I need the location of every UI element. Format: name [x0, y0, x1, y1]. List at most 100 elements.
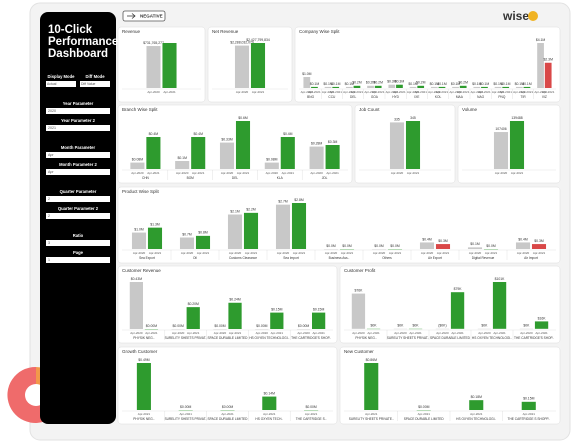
series-label: Apr-2020: [172, 331, 185, 335]
bar: [324, 86, 332, 88]
series-label: Apr-2020: [449, 90, 462, 94]
series-label: Apr-2021: [341, 251, 354, 255]
bar: [481, 86, 488, 88]
series-label: Apr-2020: [301, 90, 314, 94]
bar: [309, 146, 324, 169]
category-label: THE CARTRIDGE'S SHOP..: [514, 336, 554, 340]
bar: [452, 86, 459, 88]
control-input[interactable]: 3: [46, 240, 110, 246]
series-label: Apr-2020: [394, 331, 407, 335]
value-label: $0.1M: [480, 82, 490, 86]
control-input[interactable]: 1: [46, 257, 110, 263]
series-label: Apr-2020: [325, 251, 338, 255]
bar: [521, 401, 536, 410]
category-label: NAG: [477, 95, 484, 99]
value-label: $79K: [454, 287, 463, 291]
logo-icon: [528, 11, 538, 21]
control: Quarter Parameter 2 2: [46, 206, 110, 219]
value-label: $0.00M: [222, 405, 233, 409]
series-label: Apr-2020: [373, 251, 386, 255]
value-label: $0.1M: [310, 82, 320, 86]
category-label: PHYSIK NEG..: [133, 417, 154, 421]
series-label: Apr-2021: [252, 90, 265, 94]
bar: [438, 86, 446, 88]
bar: [374, 85, 382, 88]
value-label: $0.1M: [451, 82, 461, 86]
series-label: Apr-2021: [500, 90, 513, 94]
series-label: Apr-2021: [367, 331, 380, 335]
value-label: $0.4M: [518, 237, 528, 241]
control-input[interactable]: 2: [46, 213, 110, 219]
panel: [354, 104, 456, 184]
mode-select[interactable]: Diff Value: [80, 81, 110, 87]
series-label: Apr-2021: [180, 412, 193, 416]
panel: [339, 346, 561, 425]
value-label: $2.7M: [278, 200, 288, 204]
series-label: Apr-2021: [187, 331, 200, 335]
series-label: Apr-2021: [365, 412, 378, 416]
chart-title: Customer Revenue: [122, 268, 161, 273]
bar: [235, 121, 251, 169]
category-label: HS OXYEN TECH..: [255, 417, 283, 421]
value-label: $101K: [495, 277, 506, 281]
bar: [544, 62, 552, 88]
value-label: $0.00M: [298, 324, 309, 328]
chart-title: Product Wise Split: [122, 189, 160, 194]
category-label: BOM: [187, 176, 195, 180]
series-label: Apr-2020: [266, 171, 279, 175]
bar: [311, 86, 318, 88]
category-label: THE CARTRIDGE'S SHOP..: [291, 336, 331, 340]
control-input[interactable]: 2: [46, 196, 110, 202]
value-label: $0.4M: [193, 132, 203, 136]
value-label: $0.2M: [352, 81, 362, 85]
negative-button[interactable]: [122, 10, 166, 22]
category-label: HS OXYEN TECHNOLOGI..: [249, 336, 289, 340]
category-label: PNQ: [498, 95, 505, 99]
series-label: Apr-2021: [263, 412, 276, 416]
bar: [367, 85, 374, 88]
bar: [537, 43, 544, 88]
value-label: $0.1M: [331, 82, 341, 86]
value-label: $0K: [397, 324, 404, 328]
bar: [147, 227, 163, 249]
bar: [219, 142, 235, 169]
chart-title: Customer Profit: [344, 268, 376, 273]
category-label: MAA: [456, 95, 464, 99]
mode-select[interactable]: Actual: [46, 81, 76, 87]
category-label: SURELITY SHEETS PRIVAT..: [387, 336, 430, 340]
category-label: TIR: [521, 95, 527, 99]
category-label: DEL: [350, 95, 356, 99]
value-label: $0.6M: [238, 116, 248, 120]
series-label: Apr-2020: [343, 90, 356, 94]
value-label: $0.0M: [342, 244, 352, 248]
mode-label: Display Mode: [47, 74, 75, 79]
series-label: Apr-2021: [293, 251, 306, 255]
value-label: $0.4M: [283, 132, 293, 136]
series-label: Apr-2021: [147, 171, 160, 175]
control-input[interactable]: Apr: [46, 152, 110, 158]
category-label: HS OXYEN TECHNOLOGI..: [472, 336, 512, 340]
bar: [523, 86, 531, 88]
series-label: Apr-2021: [237, 171, 250, 175]
value-label: $0.18M: [471, 395, 482, 399]
series-label: Apr-2020: [495, 171, 508, 175]
control-input[interactable]: Apr: [46, 169, 110, 175]
value-label: $0.1M: [522, 82, 532, 86]
value-label: $0.4M: [149, 132, 159, 136]
value-label: $0.00M: [180, 405, 191, 409]
control-input[interactable]: 2021: [46, 125, 110, 131]
control-input[interactable]: 2020: [46, 108, 110, 114]
series-label: Apr-2021: [415, 90, 428, 94]
value-label: $2.8M: [294, 198, 304, 202]
value-label: $2.1M: [230, 209, 240, 213]
category-label: PHYSIK NEG..: [355, 336, 376, 340]
bar: [388, 84, 396, 88]
series-label: Apr-2021: [229, 331, 242, 335]
value-label: $0.1M: [430, 82, 440, 86]
value-label: $0.1M: [177, 156, 187, 160]
value-label: $0.1M: [408, 82, 418, 86]
value-label: $0.00M: [146, 324, 157, 328]
series-label: Apr-2021: [533, 251, 546, 255]
category-label: SPACE DURABLE LIMITED: [430, 336, 471, 340]
category-label: THE CARTRIDGE S SHOPP..: [508, 417, 551, 421]
